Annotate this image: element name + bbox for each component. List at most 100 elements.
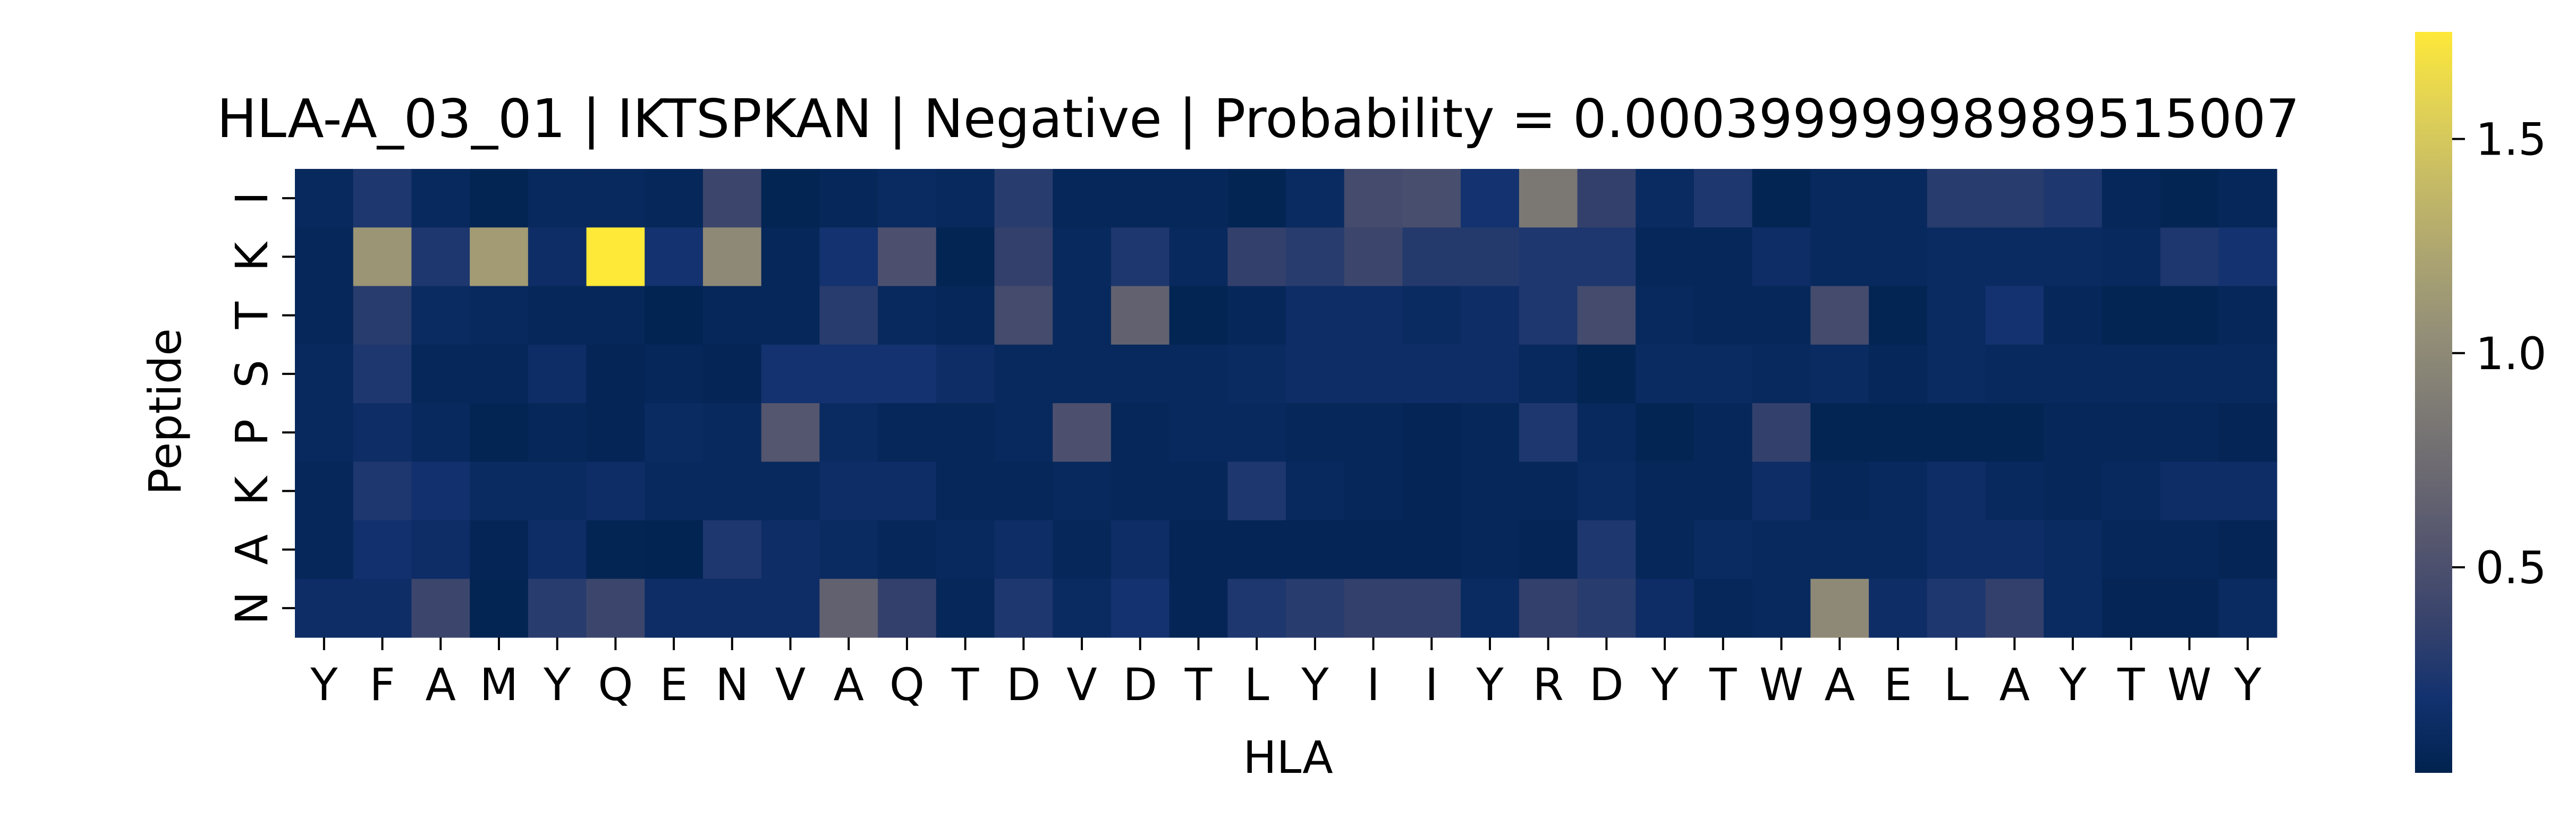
heatmap-cell [295, 169, 354, 228]
x-tick-label: Y [2233, 659, 2261, 711]
heatmap-cell [761, 578, 820, 638]
heatmap-cell [1869, 403, 1928, 462]
heatmap-cell [1985, 403, 2044, 462]
heatmap-cell [1577, 520, 1636, 580]
heatmap-cell [1286, 344, 1345, 404]
heatmap-cell [1519, 578, 1578, 638]
heatmap-cell [2218, 520, 2277, 580]
heatmap-cell [1752, 520, 1811, 580]
heatmap-cell [411, 286, 470, 345]
y-axis-label: Peptide [139, 328, 191, 495]
x-tick-label: Y [1476, 659, 1504, 711]
heatmap-cell [1869, 344, 1928, 404]
heatmap-cell [1985, 286, 2044, 345]
heatmap-cell [702, 227, 762, 287]
x-tick-label: Y [2058, 659, 2087, 711]
heatmap-cell [295, 520, 354, 580]
heatmap-cell [645, 286, 704, 345]
heatmap-cell [1111, 286, 1170, 345]
heatmap-cell [2044, 578, 2103, 638]
heatmap-cell [411, 462, 470, 521]
heatmap-cell [994, 520, 1053, 580]
heatmap-cell [1693, 227, 1753, 287]
heatmap-cell [1286, 520, 1345, 580]
heatmap-cell [819, 462, 878, 521]
heatmap-cell [1869, 227, 1928, 287]
heatmap-cell [645, 169, 704, 228]
heatmap-cell [528, 403, 587, 462]
heatmap-cell [1693, 286, 1753, 345]
heatmap-cell [1985, 227, 2044, 287]
heatmap-cell [1286, 578, 1345, 638]
heatmap-cell [1577, 578, 1636, 638]
y-tick-label: N [226, 591, 278, 625]
heatmap-cell [1111, 462, 1170, 521]
chart-title: HLA-A_03_01 | IKTSPKAN | Negative | Prob… [217, 88, 2300, 150]
heatmap-cell [1810, 403, 1869, 462]
heatmap-cell [1810, 462, 1869, 521]
heatmap-cell [1752, 286, 1811, 345]
heatmap-cell [1227, 169, 1286, 228]
heatmap-cell [819, 169, 878, 228]
heatmap-cell [936, 520, 995, 580]
heatmap-cell [1402, 578, 1461, 638]
heatmap-cell [528, 578, 587, 638]
heatmap-cell [761, 169, 820, 228]
heatmap-cell [819, 227, 878, 287]
heatmap-cell [1461, 462, 1520, 521]
heatmap-cell [528, 462, 587, 521]
heatmap-cell [1053, 403, 1112, 462]
heatmap-cell [1810, 578, 1869, 638]
heatmap-cell [295, 286, 354, 345]
heatmap-cell [1519, 169, 1578, 228]
heatmap-cell [295, 403, 354, 462]
heatmap-cells [295, 169, 2277, 638]
heatmap-cell [702, 403, 762, 462]
heatmap-cell [1053, 227, 1112, 287]
heatmap-cell [1461, 286, 1520, 345]
heatmap-cell [1577, 169, 1636, 228]
heatmap-cell [470, 286, 529, 345]
heatmap-cell [1461, 227, 1520, 287]
heatmap-cell [1227, 286, 1286, 345]
heatmap-cell [411, 344, 470, 404]
heatmap-cell [1169, 227, 1228, 287]
heatmap-cell [470, 520, 529, 580]
heatmap-cell [1402, 227, 1461, 287]
x-tick-label: Y [310, 659, 338, 711]
heatmap-cell [1344, 227, 1403, 287]
heatmap-cell [702, 578, 762, 638]
heatmap-cell [1344, 403, 1403, 462]
heatmap-cell [2044, 286, 2103, 345]
heatmap-cell [1286, 403, 1345, 462]
heatmap-cell [1111, 520, 1170, 580]
colorbar: 0.5 1.0 1.5 [2415, 32, 2547, 773]
y-tick-label: T [226, 301, 278, 329]
heatmap-cell [645, 520, 704, 580]
heatmap-cell [1169, 344, 1228, 404]
heatmap-cell [586, 520, 645, 580]
heatmap-cell [470, 462, 529, 521]
heatmap-cell [878, 227, 937, 287]
heatmap-cell [1053, 169, 1112, 228]
heatmap-cell [2102, 286, 2161, 345]
heatmap-cell [1636, 169, 1694, 228]
heatmap-cell [2160, 227, 2219, 287]
heatmap-cell [2160, 286, 2219, 345]
x-tick-label: T [2117, 659, 2145, 711]
x-tick-label: M [480, 659, 518, 711]
heatmap-cell [1519, 462, 1578, 521]
heatmap-cell [1927, 403, 1986, 462]
heatmap-cell [1577, 462, 1636, 521]
heatmap-cell [994, 286, 1053, 345]
heatmap-cell [1985, 344, 2044, 404]
heatmap-cell [1461, 520, 1520, 580]
heatmap-cell [1402, 520, 1461, 580]
heatmap-cell [1810, 227, 1869, 287]
heatmap-cell [1693, 520, 1753, 580]
heatmap-cell [2102, 227, 2161, 287]
x-tick-label: D [1006, 659, 1041, 711]
heatmap-cell [1752, 169, 1811, 228]
heatmap-cell [936, 344, 995, 404]
heatmap-cell [586, 286, 645, 345]
